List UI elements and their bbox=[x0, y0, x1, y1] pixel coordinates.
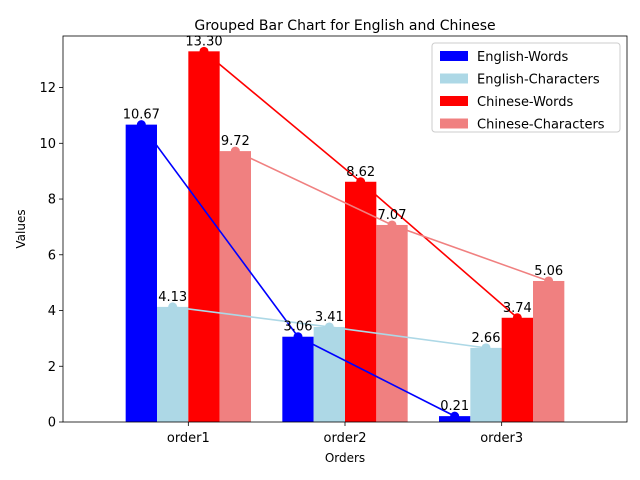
data-label: 2.66 bbox=[472, 331, 501, 346]
legend-label: English-Words bbox=[477, 50, 569, 65]
series-marker bbox=[481, 343, 491, 353]
x-tick-label: order3 bbox=[480, 431, 523, 446]
data-label: 9.72 bbox=[221, 134, 250, 149]
series-marker bbox=[544, 276, 554, 286]
series-marker bbox=[324, 322, 334, 332]
y-tick-label: 2 bbox=[48, 360, 56, 375]
bar bbox=[345, 181, 377, 422]
y-tick-label: 4 bbox=[48, 304, 56, 319]
bar bbox=[219, 151, 251, 422]
legend-label: Chinese-Words bbox=[477, 95, 574, 110]
chart-title: Grouped Bar Chart for English and Chines… bbox=[194, 18, 495, 34]
trend-lines-layer bbox=[136, 46, 554, 421]
x-tick-label: order2 bbox=[324, 431, 367, 446]
series-marker bbox=[356, 177, 366, 187]
bar bbox=[501, 317, 533, 422]
data-label: 0.21 bbox=[440, 399, 469, 414]
bar bbox=[313, 326, 345, 422]
series-marker bbox=[199, 46, 209, 56]
series-marker bbox=[450, 411, 460, 421]
data-label: 3.41 bbox=[315, 310, 344, 325]
y-axis-label: Values bbox=[14, 209, 28, 248]
x-axis-ticks: order1 order2 order3 bbox=[167, 422, 523, 446]
bar bbox=[282, 336, 314, 422]
data-label: 3.06 bbox=[284, 320, 313, 335]
legend: English-Words English-Characters Chinese-W… bbox=[431, 42, 621, 133]
bar bbox=[125, 124, 157, 423]
data-label: 5.06 bbox=[534, 264, 563, 279]
series-marker bbox=[293, 332, 303, 342]
y-tick-label: 6 bbox=[48, 248, 56, 263]
y-tick-label: 0 bbox=[48, 416, 56, 431]
legend-swatch bbox=[440, 118, 468, 129]
y-tick-label: 8 bbox=[48, 193, 56, 208]
data-labels-layer: 10.67 3.06 0.21 4.13 3.41 2.66 13.30 8.62 3.74 9.… bbox=[123, 34, 563, 414]
series-marker bbox=[230, 146, 240, 156]
bars-layer bbox=[125, 51, 565, 423]
legend-label: Chinese-Characters bbox=[477, 118, 605, 133]
x-axis-label: Orders bbox=[325, 451, 365, 465]
legend-entries: English-Words English-Characters Chinese-W… bbox=[440, 50, 605, 133]
bar bbox=[533, 280, 565, 422]
data-label: 8.62 bbox=[346, 165, 375, 180]
series-marker bbox=[387, 220, 397, 230]
bar bbox=[157, 306, 189, 422]
y-axis-ticks: 0 2 4 6 8 10 12 bbox=[39, 81, 63, 431]
series-marker bbox=[512, 313, 522, 323]
legend-swatch bbox=[440, 73, 468, 84]
bar bbox=[188, 51, 220, 422]
legend-label: English-Characters bbox=[477, 73, 600, 88]
bar bbox=[376, 224, 408, 422]
legend-frame bbox=[431, 42, 621, 133]
y-tick-label: 12 bbox=[39, 81, 56, 96]
series-marker bbox=[136, 120, 146, 130]
data-label: 3.74 bbox=[503, 301, 532, 316]
bar bbox=[470, 347, 502, 422]
legend-swatch bbox=[440, 96, 468, 106]
data-label: 7.07 bbox=[378, 208, 407, 223]
y-tick-label: 10 bbox=[39, 137, 56, 152]
data-label: 4.13 bbox=[158, 290, 187, 305]
data-label: 13.30 bbox=[185, 34, 222, 49]
legend-swatch bbox=[440, 51, 468, 61]
data-label: 10.67 bbox=[123, 108, 160, 123]
series-marker bbox=[168, 302, 178, 312]
x-tick-label: order1 bbox=[167, 431, 210, 446]
